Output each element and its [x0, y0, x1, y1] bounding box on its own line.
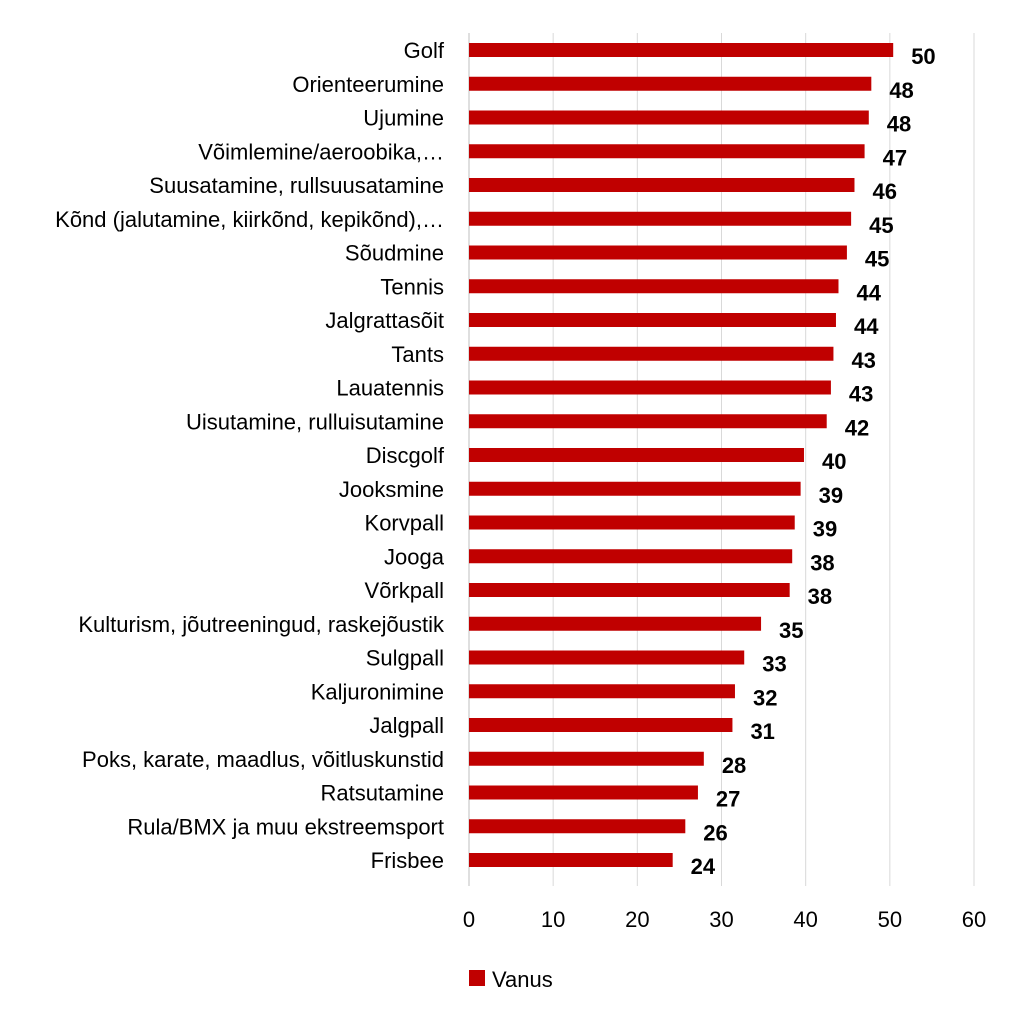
data-label: 46 — [872, 179, 896, 204]
category-labels: Golf Orienteerumine Ujumine Võimlemine/aero… — [55, 38, 445, 873]
bar — [469, 313, 836, 327]
bar — [469, 76, 872, 91]
data-label: 47 — [883, 145, 907, 170]
data-label: 27 — [716, 787, 740, 812]
category-label: Kõnd (jalutamine, kiirkõnd, kepikõnd),… — [55, 207, 444, 232]
bar — [469, 448, 804, 462]
data-label: 38 — [810, 550, 834, 575]
category-label: Rula/BMX ja muu ekstreemsport — [127, 814, 444, 839]
category-label: Ujumine — [363, 106, 444, 131]
category-label: Võimlemine/aeroobika,… — [198, 139, 444, 164]
data-label: 45 — [865, 247, 889, 272]
data-label: 44 — [856, 280, 881, 305]
category-label: Jalgrattasõit — [325, 308, 444, 333]
category-label: Lauatennis — [336, 376, 444, 401]
category-label: Ratsutamine — [320, 781, 444, 806]
bar — [469, 481, 801, 496]
category-label: Frisbee — [371, 848, 444, 873]
category-label: Poks, karate, maadlus, võitluskunstid — [82, 747, 444, 772]
bar — [469, 751, 704, 766]
data-label: 26 — [703, 820, 727, 845]
data-label: 32 — [753, 685, 777, 710]
category-label: Jooksmine — [339, 477, 444, 502]
legend: Vanus — [469, 967, 553, 992]
data-label: 39 — [813, 517, 837, 542]
x-tick-label: 30 — [709, 907, 733, 932]
bar — [469, 853, 673, 867]
bar — [469, 819, 686, 834]
data-label: 42 — [845, 415, 869, 440]
bar — [469, 583, 790, 597]
legend-label: Vanus — [492, 967, 553, 992]
data-label: 48 — [887, 112, 911, 137]
bar — [469, 43, 894, 57]
category-label: Jooga — [384, 544, 445, 569]
x-tick-label: 20 — [625, 907, 649, 932]
bar — [469, 110, 869, 125]
category-label: Kulturism, jõutreeningud, raskejõustik — [78, 612, 445, 637]
category-label: Discgolf — [366, 443, 445, 468]
data-label: 40 — [822, 449, 846, 474]
x-tick-label: 60 — [962, 907, 986, 932]
bar — [469, 785, 698, 800]
data-label: 44 — [854, 314, 879, 339]
data-label: 35 — [779, 618, 803, 643]
x-tick-label: 10 — [541, 907, 565, 932]
bar — [469, 279, 839, 294]
bar — [469, 616, 762, 631]
bars — [469, 43, 894, 867]
bar — [469, 245, 847, 260]
category-label: Sulgpall — [366, 646, 444, 671]
category-label: Tants — [391, 342, 444, 367]
category-label: Korvpall — [365, 511, 444, 536]
bar — [469, 380, 831, 395]
data-label: 28 — [722, 753, 746, 778]
bar — [469, 178, 855, 192]
data-label: 43 — [849, 382, 873, 407]
x-tick-label: 0 — [463, 907, 475, 932]
category-label: Golf — [404, 38, 445, 63]
data-label: 45 — [869, 213, 893, 238]
category-label: Tennis — [380, 274, 444, 299]
value-labels: 5048484746454544444343424039393838353332… — [691, 44, 936, 879]
bar — [469, 346, 834, 361]
legend-swatch — [469, 970, 485, 986]
bar — [469, 650, 745, 665]
data-label: 48 — [889, 78, 913, 103]
category-label: Jalgpall — [369, 713, 444, 738]
x-tick-label: 50 — [878, 907, 902, 932]
data-label: 50 — [911, 44, 935, 69]
bar — [469, 515, 795, 530]
category-label: Sõudmine — [345, 241, 444, 266]
category-label: Võrkpall — [365, 578, 444, 603]
x-tick-labels: 0 10 20 30 40 50 60 — [463, 907, 986, 932]
bar — [469, 414, 827, 429]
bar — [469, 144, 865, 159]
data-label: 24 — [691, 854, 716, 879]
data-label: 43 — [851, 348, 875, 373]
bar — [469, 718, 733, 732]
bar — [469, 684, 735, 699]
data-label: 31 — [750, 719, 774, 744]
bar — [469, 211, 852, 226]
category-label: Kaljuronimine — [311, 679, 444, 704]
bar — [469, 549, 793, 564]
data-label: 38 — [808, 584, 832, 609]
category-label: Suusatamine, rullsuusatamine — [149, 173, 444, 198]
data-label: 33 — [762, 652, 786, 677]
data-label: 39 — [819, 483, 843, 508]
category-label: Orienteerumine — [292, 72, 444, 97]
category-label: Uisutamine, rulluisutamine — [186, 409, 444, 434]
x-tick-label: 40 — [793, 907, 817, 932]
